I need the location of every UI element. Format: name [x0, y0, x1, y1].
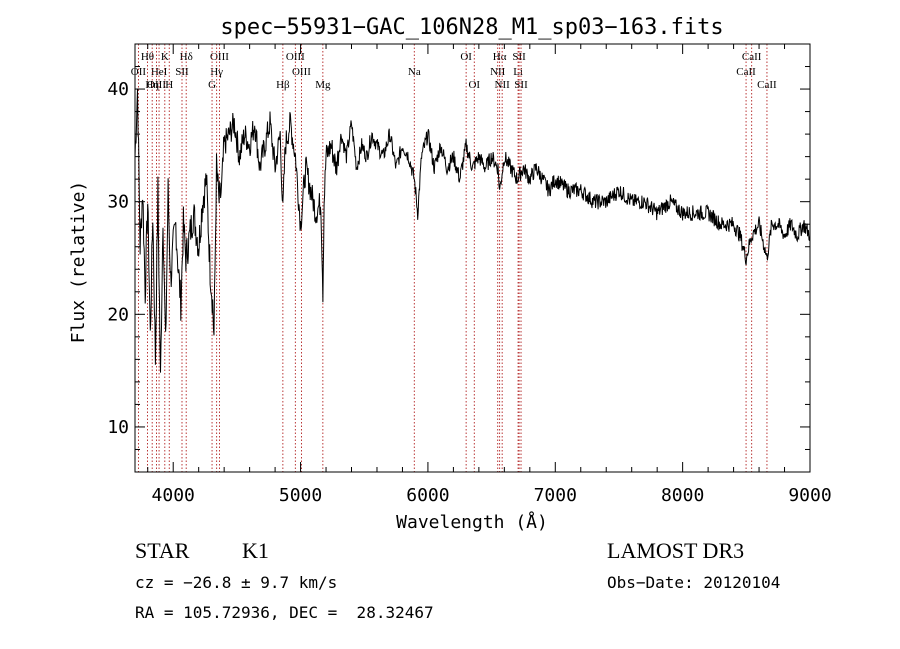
- plot-area: [134, 88, 811, 373]
- spectral-line-label-26: SII: [514, 79, 528, 91]
- x-axis-label: Wavelength (Å): [396, 511, 548, 533]
- spectral-line-label-3: OIII: [210, 51, 229, 63]
- observation-date: Obs−Date: 20120104: [607, 573, 781, 592]
- spectral-line-label-19: H: [165, 79, 173, 91]
- x-tick-label-0: 4000: [152, 485, 195, 506]
- spectral-line-label-20: G: [208, 79, 216, 91]
- spectral-line-label-21: Hβ: [276, 79, 290, 91]
- spectral-line-label-7: SII: [512, 51, 526, 63]
- spectral-subclass: K1: [242, 538, 269, 563]
- x-tick-label-2: 6000: [406, 485, 449, 506]
- spectral-line-label-12: Hγ: [210, 66, 223, 78]
- y-tick-label-0: 10: [107, 417, 129, 438]
- coordinates: RA = 105.72936, DEC = 28.32467: [135, 603, 434, 622]
- spectral-line-label-24: OI: [468, 79, 480, 91]
- spectral-line-label-17: OIII: [147, 79, 166, 91]
- y-tick-label-3: 40: [107, 79, 129, 100]
- y-tick-label-1: 20: [107, 304, 129, 325]
- spectral-line-label-25: NII: [495, 79, 511, 91]
- spectral-line-label-23: Na: [408, 66, 421, 78]
- spectral-line-label-8: CaII: [742, 51, 762, 63]
- spectral-line-label-18: Hη: [145, 79, 159, 91]
- spectral-line-label-14: NII: [490, 66, 506, 78]
- survey-name: LAMOST DR3: [607, 538, 745, 563]
- spectral-line-label-11: SII: [175, 66, 189, 78]
- spectral-line-label-15: Li: [513, 66, 523, 78]
- y-tick-label-2: 30: [107, 192, 129, 213]
- spectral-line-label-16: CaII: [736, 66, 756, 78]
- x-tick-label-1: 5000: [279, 485, 322, 506]
- spectral-line-label-27: CaII: [757, 79, 777, 91]
- spectral-line-label-2: Hδ: [180, 51, 193, 63]
- chart-title: spec−55931−GAC_106N28_M1_sp03−163.fits: [220, 15, 723, 40]
- spectral-line-label-9: OII: [131, 66, 147, 78]
- x-tick-label-5: 9000: [788, 485, 831, 506]
- spectral-line-label-10: HeI: [151, 66, 168, 78]
- y-axis-label: Flux (relative): [68, 181, 89, 344]
- spectral-line-label-5: OI: [460, 51, 472, 63]
- object-type: STAR: [135, 538, 190, 563]
- series-line-flux: [134, 88, 811, 373]
- spectral-line-label-22: Mg: [315, 79, 331, 91]
- spectral-line-label-4: OIII: [286, 51, 305, 63]
- redshift-velocity: cz = −26.8 ± 9.7 km/s: [135, 573, 338, 592]
- x-tick-label-4: 8000: [661, 485, 704, 506]
- spectral-line-label-0: Hθ: [141, 51, 154, 63]
- spectral-line-label-1: K: [161, 51, 169, 63]
- spectral-line-label-13: OIII: [292, 66, 311, 78]
- spectral-line-markers: Hθ K Hδ OIII OIII OI Hα SII CaII OII HeI SII Hγ OIII N…: [131, 44, 777, 472]
- x-tick-label-3: 7000: [534, 485, 577, 506]
- axes: 4000 5000 6000 7000 8000 9000 10 20 30 40: [107, 43, 832, 506]
- spectral-line-label-6: Hα: [493, 51, 507, 63]
- plot-frame: [134, 43, 811, 473]
